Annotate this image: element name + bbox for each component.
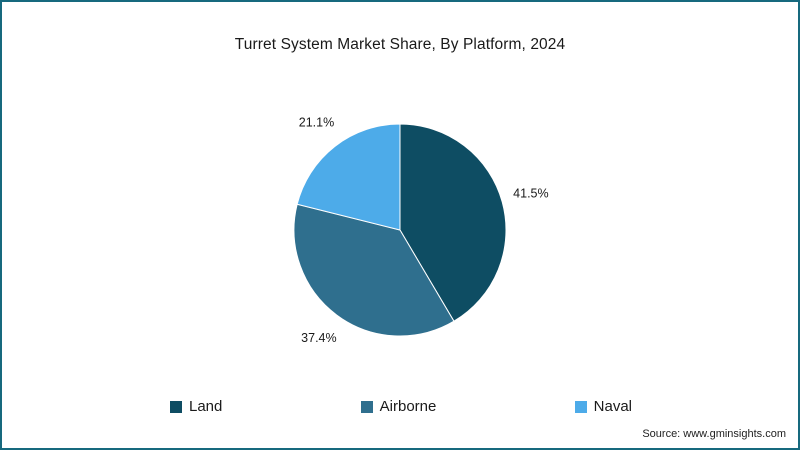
pie-slice-airborne — [293, 203, 455, 337]
source-text: Source: www.gminsights.com — [642, 428, 786, 440]
pie-slice-naval — [296, 123, 401, 231]
legend-item-airborne: Airborne — [360, 398, 437, 415]
legend-item-land: Land — [170, 398, 222, 415]
legend-swatch-naval — [574, 400, 587, 413]
slice-label-naval: 21.1% — [299, 115, 334, 129]
legend-item-naval: Naval — [574, 398, 632, 415]
slice-label-airborne: 37.4% — [301, 331, 336, 345]
legend: Land Airborne Naval — [170, 398, 632, 415]
pie-chart: 41.5% 37.4% 21.1% — [293, 115, 549, 345]
legend-label-naval: Naval — [593, 398, 632, 415]
pie-chart-container: 41.5% 37.4% 21.1% — [180, 74, 620, 391]
chart-title: Turret System Market Share, By Platform,… — [234, 36, 566, 53]
legend-label-land: Land — [189, 398, 223, 415]
pie-slice-land — [399, 123, 507, 322]
slice-label-land: 41.5% — [513, 186, 548, 200]
legend-swatch-airborne — [360, 400, 373, 413]
legend-swatch-land — [170, 400, 182, 413]
legend-label-airborne: Airborne — [379, 398, 437, 415]
